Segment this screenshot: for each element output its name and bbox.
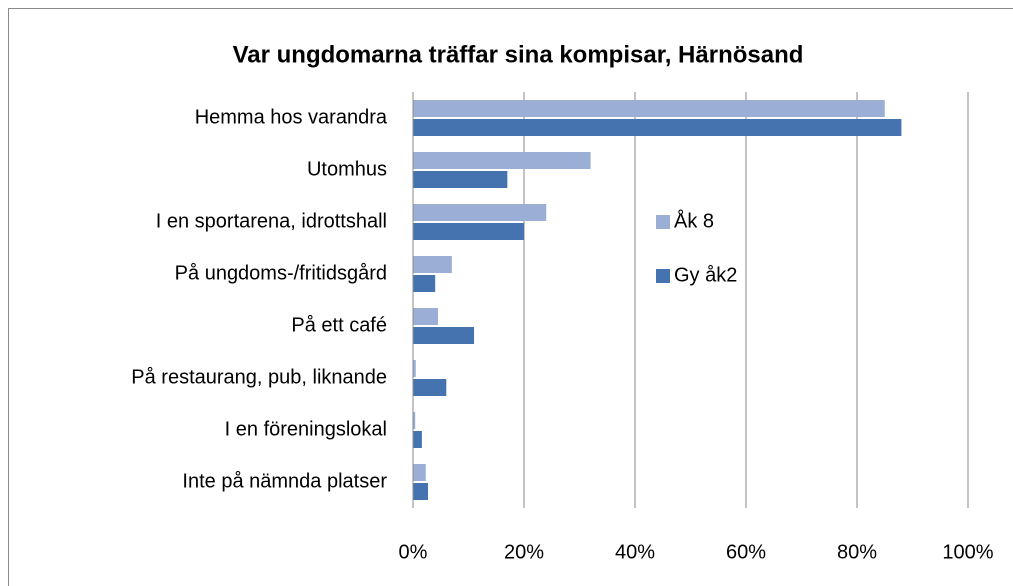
x-tick-label: 60% — [726, 541, 766, 563]
y-tick-label: Hemma hos varandra — [195, 106, 388, 128]
chart-frame — [8, 8, 1013, 586]
x-tick-label: 20% — [504, 541, 544, 563]
bar — [413, 412, 416, 429]
bar — [413, 360, 416, 377]
bar — [413, 204, 547, 221]
bar — [413, 100, 885, 117]
bar — [413, 327, 475, 344]
y-tick-label: På restaurang, pub, liknande — [131, 366, 387, 388]
y-tick-label: I en föreningslokal — [225, 418, 387, 440]
legend-label: Gy åk2 — [674, 264, 737, 286]
bar — [413, 171, 508, 188]
y-tick-label: Inte på nämnda platser — [182, 470, 387, 492]
legend-swatch — [656, 215, 670, 229]
x-tick-label: 80% — [837, 541, 877, 563]
bar — [413, 379, 447, 396]
bar — [413, 223, 524, 240]
x-tick-label: 0% — [399, 541, 428, 563]
bar — [413, 431, 422, 448]
y-tick-label: I en sportarena, idrottshall — [156, 210, 387, 232]
chart-title: Var ungdomarna träffar sina kompisar, Hä… — [233, 41, 804, 68]
bar — [413, 119, 902, 136]
bar — [413, 275, 436, 292]
x-tick-label: 40% — [615, 541, 655, 563]
legend-swatch — [656, 269, 670, 283]
x-tick-label: 100% — [942, 541, 993, 563]
legend-label: Åk 8 — [674, 209, 714, 232]
bar — [413, 308, 438, 325]
bar — [413, 464, 426, 481]
bar — [413, 152, 591, 169]
y-tick-label: På ett café — [291, 314, 387, 336]
bar — [413, 483, 428, 500]
bar — [413, 256, 452, 273]
y-tick-label: På ungdoms-/fritidsgård — [175, 262, 387, 284]
y-tick-label: Utomhus — [307, 158, 387, 180]
